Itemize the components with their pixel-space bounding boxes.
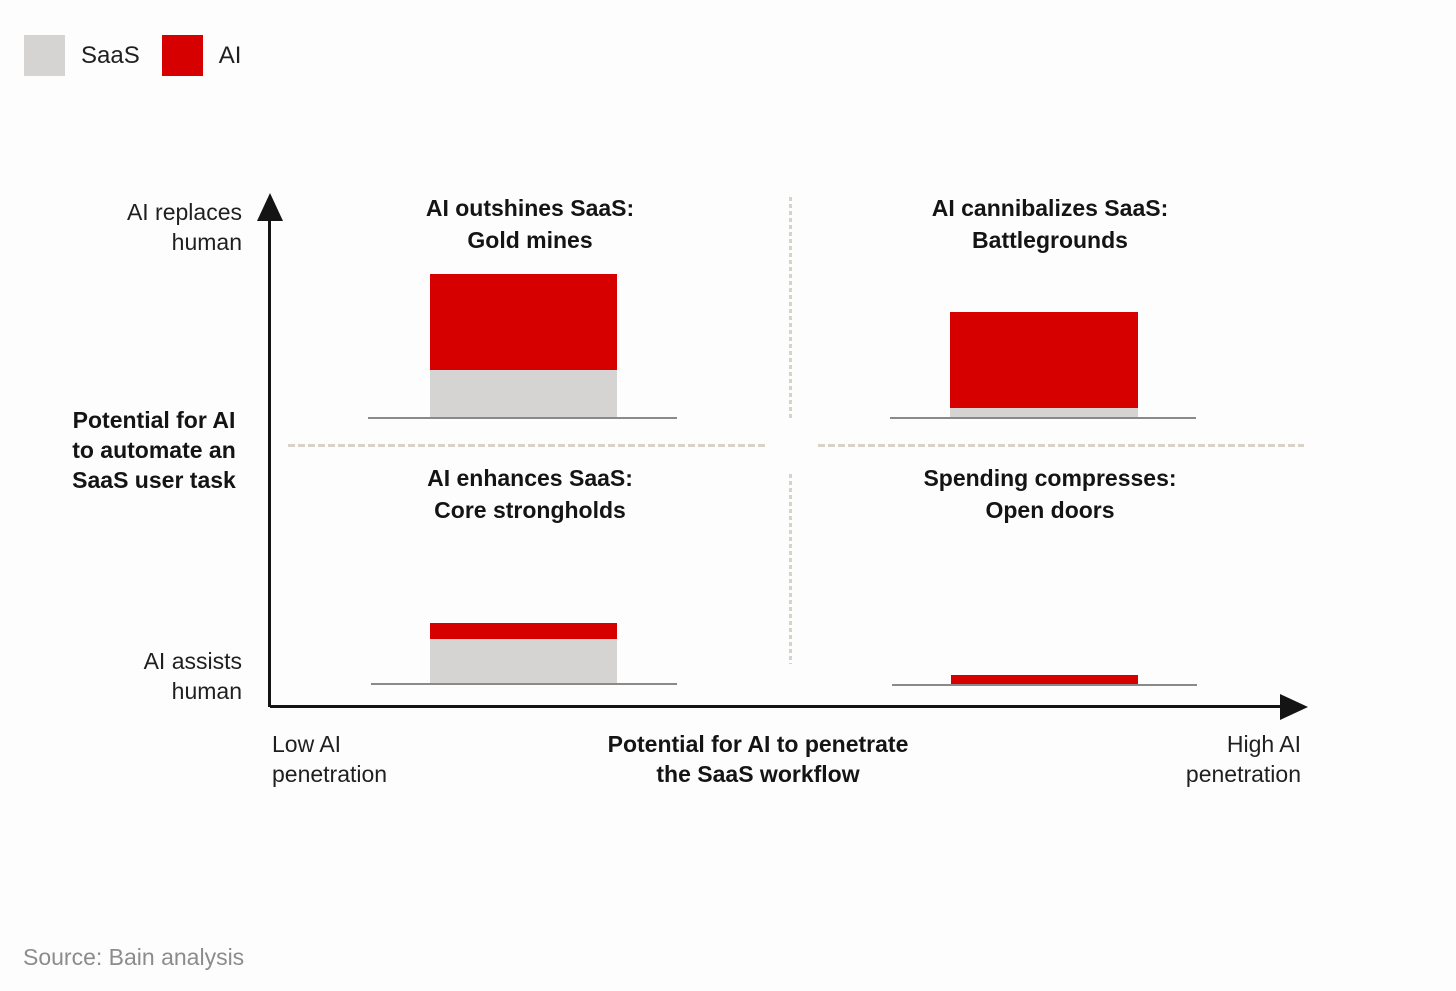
bar-segment-saas <box>950 408 1138 417</box>
source-note: Source: Bain analysis <box>23 944 245 970</box>
legend: SaaS AI <box>24 35 263 76</box>
bar-segment-ai <box>951 675 1138 684</box>
bar-segment-saas <box>430 639 617 683</box>
y-axis-bottom-label: AI assists human <box>143 648 242 704</box>
legend-label-saas: SaaS <box>81 41 140 69</box>
quadrant-divider-vertical-bottom <box>789 474 792 664</box>
bar-baseline-gold-mines <box>368 417 677 419</box>
legend-swatch-ai-icon <box>161 35 203 76</box>
bar-baseline-battlegrounds <box>890 417 1196 419</box>
quadrant-title-open-doors: Spending compresses: Open doors <box>923 465 1177 523</box>
stacked-bar-battlegrounds <box>950 312 1138 417</box>
stacked-bar-open-doors <box>951 675 1138 684</box>
y-axis-title: Potential for AI to automate an SaaS use… <box>72 407 236 493</box>
y-axis-line <box>268 218 271 707</box>
bar-baseline-core-strongholds <box>371 683 677 685</box>
legend-swatch-saas-icon <box>24 35 65 76</box>
quadrant-title-gold-mines: AI outshines SaaS: Gold mines <box>425 195 635 253</box>
stacked-bar-gold-mines <box>430 274 617 417</box>
y-axis-arrowhead-icon <box>257 193 283 221</box>
bar-segment-ai <box>430 623 617 639</box>
bar-segment-ai <box>950 312 1138 408</box>
quadrant-title-battlegrounds: AI cannibalizes SaaS: Battlegrounds <box>931 195 1169 253</box>
bar-segment-saas <box>430 370 617 417</box>
stacked-bar-core-strongholds <box>430 623 617 683</box>
quadrant-divider-vertical-top <box>789 197 792 419</box>
y-axis-top-label: AI replaces human <box>126 199 242 255</box>
bar-baseline-open-doors <box>892 684 1197 686</box>
quadrant-divider-horizontal-right <box>818 444 1304 447</box>
x-axis-right-label: High AI penetration <box>1185 731 1301 787</box>
legend-label-ai: AI <box>218 41 242 69</box>
quadrant-title-core-strongholds: AI enhances SaaS: Core strongholds <box>427 465 633 523</box>
x-axis-arrowhead-icon <box>1280 694 1308 720</box>
x-axis-title: Potential for AI to penetrate the SaaS w… <box>607 731 909 787</box>
bar-segment-ai <box>430 274 617 370</box>
quadrant-divider-horizontal-left <box>288 444 765 447</box>
x-axis-left-label: Low AI penetration <box>272 731 388 787</box>
x-axis-line <box>270 705 1282 708</box>
